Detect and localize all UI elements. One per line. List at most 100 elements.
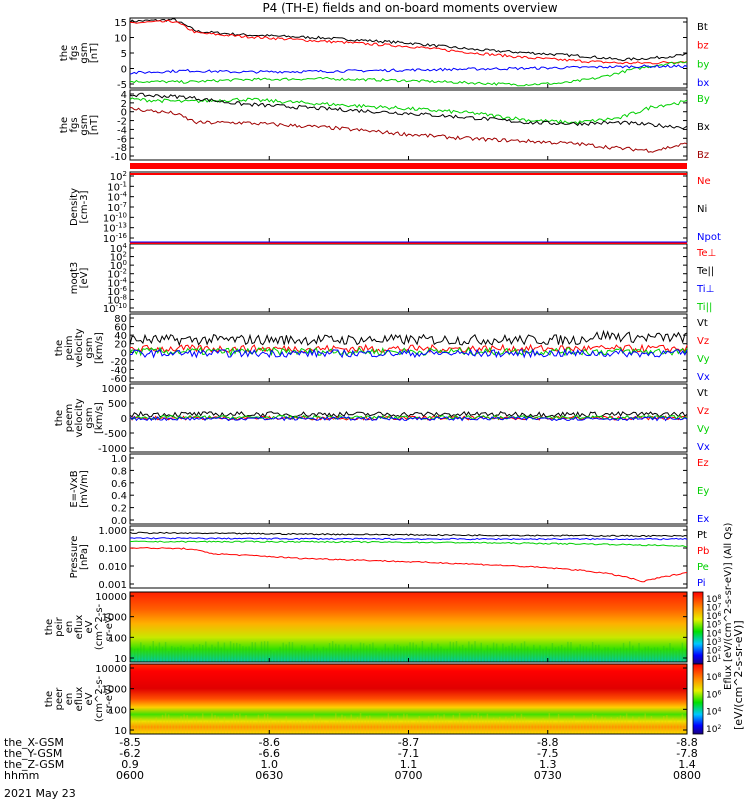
cb-exp: 8 <box>717 672 721 679</box>
colorbar-tick-label: 102 <box>706 724 721 735</box>
series-line-bx <box>130 65 687 74</box>
legend-By: By <box>697 94 710 105</box>
panel-2: 420-2-4-6-8-10the fgs gsm [nT]ByBxBz <box>59 90 710 163</box>
panel-frame <box>130 244 687 312</box>
panel-9: 10000 1000 100 10 the peir en eflux eV (cm^2-s-sr… <box>44 592 687 665</box>
panel-frame <box>130 172 687 242</box>
y-axis-label: sr-eV) <box>104 612 115 641</box>
ephemeris-label: hhmm <box>4 769 39 782</box>
time-tick-label: 0700 <box>395 769 423 782</box>
panel-10: 10000100010010the peer en eflux eV (cm^2-s-sr… <box>44 664 687 737</box>
legend-Vt: Vt <box>697 318 708 329</box>
y-tick-label: 10000 <box>95 664 127 675</box>
legend-Vx: Vx <box>697 372 710 383</box>
y-axis-label: [mV/m] <box>79 470 90 508</box>
y-axis-label: [nPa] <box>79 544 90 570</box>
y-tick-exp: -10 <box>116 211 127 219</box>
legend-Vz: Vz <box>697 336 709 347</box>
y-tick-exp: 4 <box>123 242 128 250</box>
legend-Pe: Pe <box>697 562 709 573</box>
legend-by: by <box>697 59 709 70</box>
y-tick-exp: 2 <box>123 170 127 178</box>
legend-Ex: Ex <box>697 514 709 525</box>
legend-Pi: Pi <box>697 578 706 589</box>
time-tick-label: 0600 <box>116 769 144 782</box>
panel-1: 151050-5the fgs gsm [nT]Btbzbybx <box>59 18 709 91</box>
y-tick-exp: -13 <box>116 222 127 230</box>
y-tick-label: 10000 <box>95 592 127 603</box>
cb-exp: 3 <box>717 637 721 644</box>
colorbar-tick-label: 104 <box>706 707 721 718</box>
legend-Vx: Vx <box>697 442 710 453</box>
series-line-Pt <box>130 532 687 536</box>
panel-6: 10005000-500-1000the peem velocity gsm [km/s… <box>54 384 710 455</box>
legend-Vt: Vt <box>697 388 708 399</box>
legend-Bt: Bt <box>697 22 708 33</box>
colorbar-bottom <box>693 664 703 734</box>
series-line-Vt <box>130 331 687 345</box>
legend-bx: bx <box>697 78 709 89</box>
y-axis-label: [cm-3] <box>79 190 90 223</box>
legend-Npot: Npot <box>697 232 721 243</box>
y-tick-label: 10 <box>114 34 127 45</box>
series-line-By <box>130 98 687 124</box>
legend-Ne: Ne <box>697 176 711 187</box>
cb-exp: 4 <box>717 628 721 635</box>
figure-title: P4 (TH-E) fields and on-board moments ov… <box>262 1 557 15</box>
y-tick-label: 0.8 <box>111 466 127 477</box>
panel-8: 1.000 0.100 0.010 0.001 Pressure [nPa] Pt Pb Pe P… <box>69 526 709 591</box>
legend-Pt: Pt <box>697 530 707 541</box>
cb-base: 10 <box>706 708 718 718</box>
colorbar-top <box>693 592 703 664</box>
legend-Ey: Ey <box>697 486 709 497</box>
spectrogram-image <box>130 664 687 734</box>
series-line-Pb <box>130 548 687 582</box>
y-tick-exp: -1 <box>120 180 127 188</box>
y-tick-exp: -16 <box>116 232 128 240</box>
colorbar-overlap-label: Eflux [eV/(cm^2-s-sr-eV)] (All Qs) <box>723 523 734 690</box>
series-line-Bt <box>130 19 687 61</box>
cb-exp: 8 <box>717 594 721 601</box>
panel-4: 10410210010-210-410-610-810-10moqt3 [eV]T… <box>69 242 716 315</box>
y-tick-label: 0 <box>121 414 127 425</box>
y-tick-label: -10 <box>111 152 127 163</box>
legend-Te⊥: Te⊥ <box>696 248 716 259</box>
legend-Ni: Ni <box>697 204 707 215</box>
series-line-by <box>130 62 687 86</box>
quality-flag-strip <box>130 163 687 169</box>
cb-exp: 7 <box>717 603 721 610</box>
cb-base: 10 <box>706 673 718 683</box>
y-tick-label: 0.010 <box>98 562 127 573</box>
y-tick-label: 0.6 <box>111 479 127 490</box>
legend-Vy: Vy <box>697 354 710 365</box>
y-tick-exp: -8 <box>120 293 127 301</box>
y-axis-label: [nT] <box>89 43 100 63</box>
colorbar-tick-label: 106 <box>706 689 721 700</box>
date-label: 2021 May 23 <box>4 787 76 800</box>
y-tick-exp: -10 <box>116 302 127 310</box>
legend-Vz: Vz <box>697 406 709 417</box>
cb-exp: 6 <box>717 689 721 696</box>
y-tick-exp: -7 <box>120 201 127 209</box>
cb-base: 10 <box>706 690 718 700</box>
y-tick-exp: -4 <box>120 276 128 284</box>
series-line-Pi <box>130 538 687 540</box>
cb-exp: 2 <box>717 724 721 731</box>
y-axis-label: [nT] <box>89 115 100 135</box>
y-tick-label: 0.001 <box>98 580 127 591</box>
series-line-Pe <box>130 541 687 547</box>
colorbar-tick-label: 108 <box>706 672 721 683</box>
panel-frame <box>130 454 687 524</box>
y-axis-label: [eV] <box>79 268 90 289</box>
cb-exp: 4 <box>717 707 721 714</box>
time-tick-label: 0800 <box>673 769 701 782</box>
legend-Bx: Bx <box>697 122 710 133</box>
y-axis-label: [km/s] <box>94 402 105 434</box>
y-tick-label: 0.4 <box>111 491 127 502</box>
legend-Bz: Bz <box>697 150 709 161</box>
y-tick-label: 0 <box>121 65 127 76</box>
y-tick-label: 5 <box>121 49 127 60</box>
legend-Pb: Pb <box>697 546 709 557</box>
y-tick-label: -500 <box>104 429 127 440</box>
